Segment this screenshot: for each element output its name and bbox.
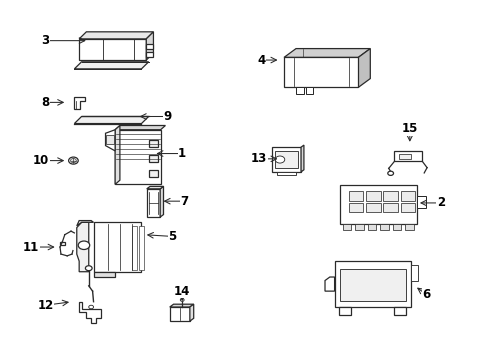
Bar: [379, 224, 388, 230]
Text: 12: 12: [38, 299, 54, 312]
Bar: [60, 242, 65, 244]
Text: 2: 2: [436, 197, 444, 210]
Polygon shape: [146, 32, 153, 60]
Polygon shape: [284, 57, 358, 87]
Bar: [392, 224, 400, 230]
Circle shape: [180, 298, 184, 301]
Polygon shape: [115, 126, 165, 130]
Bar: [400, 203, 414, 212]
Polygon shape: [284, 49, 369, 57]
Polygon shape: [272, 147, 301, 172]
Polygon shape: [93, 272, 115, 277]
Bar: [399, 154, 410, 159]
Text: 11: 11: [23, 240, 40, 253]
Bar: [305, 87, 313, 94]
Polygon shape: [115, 126, 120, 184]
Polygon shape: [169, 304, 193, 307]
Circle shape: [78, 241, 89, 249]
Bar: [394, 307, 406, 315]
Bar: [339, 307, 351, 315]
Text: 8: 8: [41, 96, 50, 109]
Polygon shape: [334, 261, 410, 307]
Text: 1: 1: [178, 147, 186, 160]
Bar: [148, 154, 158, 162]
Text: 3: 3: [41, 34, 50, 47]
Circle shape: [275, 156, 284, 163]
Polygon shape: [77, 222, 89, 272]
Bar: [275, 151, 298, 168]
Bar: [354, 224, 363, 230]
Polygon shape: [93, 222, 141, 272]
Text: 5: 5: [168, 230, 176, 243]
Bar: [340, 269, 405, 301]
Polygon shape: [358, 49, 369, 87]
Polygon shape: [160, 186, 163, 217]
Bar: [400, 191, 414, 201]
Polygon shape: [74, 97, 85, 109]
Bar: [277, 172, 296, 175]
Polygon shape: [416, 196, 425, 208]
Text: 9: 9: [163, 110, 172, 123]
Polygon shape: [74, 62, 148, 69]
Bar: [148, 140, 158, 147]
Circle shape: [85, 266, 92, 271]
Polygon shape: [79, 39, 146, 60]
Polygon shape: [79, 32, 153, 39]
Bar: [132, 226, 137, 270]
Circle shape: [68, 157, 78, 164]
Polygon shape: [301, 145, 304, 172]
Text: 14: 14: [174, 285, 190, 298]
Bar: [169, 307, 189, 321]
Bar: [383, 191, 397, 201]
Polygon shape: [146, 189, 160, 217]
Polygon shape: [325, 277, 334, 291]
Bar: [148, 170, 158, 177]
Polygon shape: [189, 304, 193, 321]
Polygon shape: [115, 130, 160, 184]
Bar: [367, 224, 376, 230]
Polygon shape: [79, 302, 101, 323]
Bar: [106, 135, 113, 144]
Bar: [404, 224, 413, 230]
Bar: [348, 191, 363, 201]
Polygon shape: [74, 117, 148, 123]
Polygon shape: [410, 265, 418, 280]
Bar: [366, 191, 380, 201]
Bar: [383, 203, 397, 212]
Polygon shape: [340, 185, 416, 224]
Text: 7: 7: [180, 195, 188, 208]
Polygon shape: [146, 186, 163, 189]
Circle shape: [387, 171, 393, 175]
Circle shape: [89, 305, 93, 309]
Text: 4: 4: [257, 54, 265, 67]
Text: 13: 13: [250, 152, 266, 165]
Bar: [348, 203, 363, 212]
Circle shape: [70, 158, 76, 163]
Bar: [295, 87, 303, 94]
Text: 10: 10: [33, 154, 49, 167]
Bar: [146, 51, 153, 57]
Polygon shape: [105, 130, 115, 151]
Bar: [394, 152, 422, 161]
Bar: [146, 44, 153, 49]
Bar: [366, 203, 380, 212]
Text: 15: 15: [401, 122, 417, 135]
Bar: [342, 224, 351, 230]
Polygon shape: [77, 221, 93, 226]
Bar: [139, 226, 143, 270]
Text: 6: 6: [422, 288, 430, 301]
